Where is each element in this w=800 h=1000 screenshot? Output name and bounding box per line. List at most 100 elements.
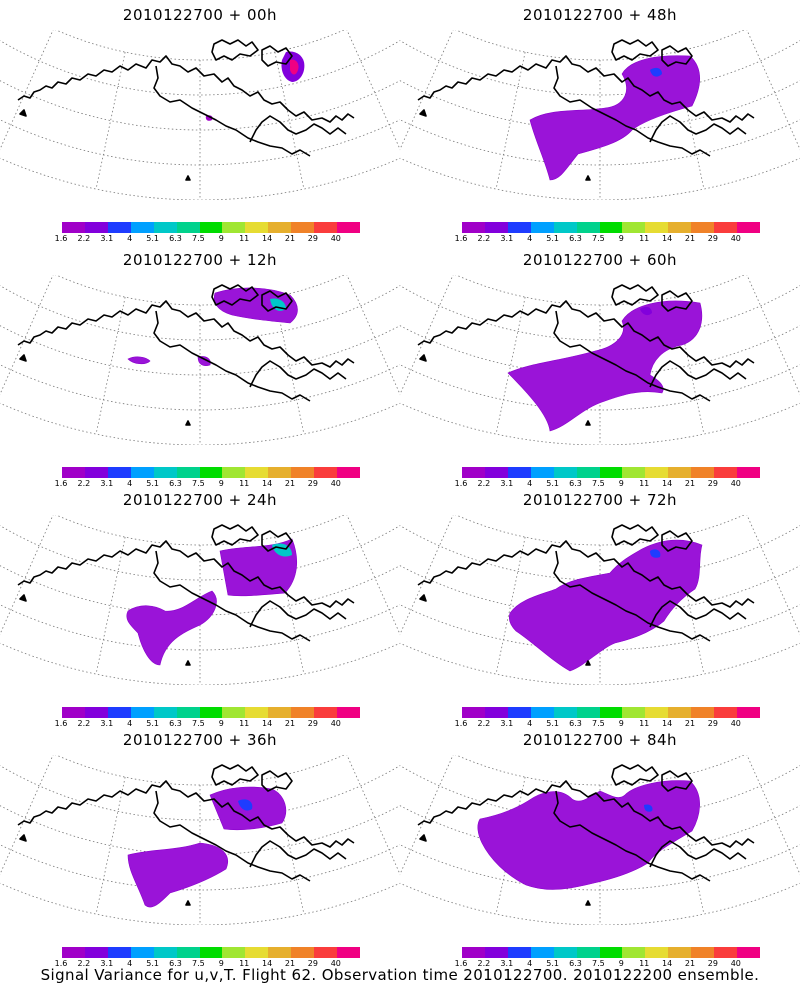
meridian-line [0, 755, 54, 876]
colorbar-label: 11 [239, 234, 250, 243]
colorbar-segment [714, 467, 738, 478]
colorbar-segment [268, 707, 292, 718]
coastline [417, 524, 755, 666]
colorbar-label: 29 [707, 234, 718, 243]
colorbar-segment [484, 707, 508, 718]
colorbar-label: 1.6 [454, 719, 468, 728]
colorbar-segment [222, 467, 246, 478]
colorbar-segment [691, 707, 715, 718]
meridian-line [400, 755, 454, 876]
colorbar-labels: 1.6 2.2 3.1 4 5.1 6.3 7.5 9 11 14 21 29 40 [455, 479, 767, 489]
island [185, 660, 191, 666]
panel-title: 2010122700 + 60h [522, 251, 678, 269]
colorbar-label: 5.1 [546, 959, 559, 968]
colorbar-segment [337, 947, 360, 958]
map [0, 515, 400, 685]
meridian-line [495, 777, 526, 915]
colorbar-segment [737, 947, 760, 958]
map [400, 275, 800, 445]
coastline [17, 524, 355, 666]
colorbar-segment [484, 467, 508, 478]
meridian-line [495, 297, 526, 435]
colorbar-label: 9 [218, 719, 224, 728]
panel-title: 2010122700 + 12h [122, 251, 278, 269]
latitude-line [455, 30, 745, 61]
colorbar-label: 7.5 [192, 479, 205, 488]
panel-84h: 2010122700 + 84h 1.6 2.2 3.1 4 5.1 6.3 7.5 9 11 1… [400, 725, 800, 970]
colorbar-segment [291, 947, 315, 958]
coastline-path [661, 45, 693, 67]
colorbar-segment [576, 467, 600, 478]
colorbar-label: 1.6 [54, 719, 68, 728]
colorbar-label: 5.1 [546, 719, 559, 728]
colorbar-label: 2.2 [77, 719, 91, 728]
panel-title: 2010122700 + 36h [122, 731, 278, 749]
coastline-path [17, 300, 355, 368]
map [0, 275, 400, 445]
panel-title: 2010122700 + 72h [522, 491, 678, 509]
colorbar-label: 29 [307, 959, 318, 968]
colorbar-label: 21 [684, 234, 696, 243]
coastline-path [17, 780, 355, 848]
colorbar-segment [222, 947, 246, 958]
graticule [0, 755, 400, 925]
colorbar-label: 14 [662, 959, 673, 968]
island [19, 109, 27, 117]
coastline-path [649, 115, 747, 143]
colorbar-segment [462, 947, 485, 958]
island [585, 175, 591, 181]
variance-region [127, 842, 228, 908]
panel-00h: 2010122700 + 00h 1.6 2.2 3.1 4 5.1 6.3 7.5 9 11 1… [0, 0, 400, 245]
colorbar-segment [199, 707, 223, 718]
colorbar-label: 1.6 [454, 479, 468, 488]
colorbar-segment [645, 707, 669, 718]
colorbar-segment [84, 707, 108, 718]
colorbar-label: 4 [527, 234, 533, 243]
colorbar-segment [199, 947, 223, 958]
colorbar [462, 707, 760, 718]
coastline-path [649, 840, 747, 868]
colorbar [462, 467, 760, 478]
colorbar-label: 40 [730, 719, 741, 728]
colorbar-label: 3.1 [500, 959, 514, 968]
colorbar-segment [245, 467, 269, 478]
meridian-line [674, 537, 705, 675]
coastline [17, 764, 355, 906]
colorbar-label: 40 [330, 479, 341, 488]
colorbar-segment [622, 947, 646, 958]
colorbar-segment [199, 467, 223, 478]
panel-60h: 2010122700 + 60h 1.6 2.2 3.1 4 5.1 6.3 7.5 9 11 1… [400, 245, 800, 490]
coastline-path [211, 284, 259, 306]
latitude-line [55, 275, 345, 306]
latitude-line [0, 80, 400, 131]
colorbar-segment [130, 707, 154, 718]
meridian-line [0, 515, 54, 636]
colorbar [62, 947, 360, 958]
colorbar-label: 4 [127, 234, 133, 243]
colorbar-segment [107, 707, 131, 718]
colorbar-label: 1.6 [54, 959, 68, 968]
colorbar-labels: 1.6 2.2 3.1 4 5.1 6.3 7.5 9 11 14 21 29 40 [455, 234, 767, 244]
colorbar-segment [291, 707, 315, 718]
coastline-path [249, 115, 347, 143]
panel-title: 2010122700 + 84h [522, 731, 678, 749]
colorbar-label: 6.3 [569, 479, 582, 488]
coastline-path [261, 290, 293, 312]
colorbar-label: 6.3 [169, 234, 182, 243]
coastline-path [611, 284, 659, 306]
colorbar [462, 222, 760, 233]
colorbar-label: 2.2 [77, 479, 91, 488]
meridian-line [274, 777, 305, 915]
colorbar-label: 9 [218, 479, 224, 488]
colorbar-segment [291, 467, 315, 478]
island [585, 660, 591, 666]
variance-region [477, 780, 700, 890]
colorbar-label: 3.1 [500, 234, 514, 243]
graticule [0, 30, 400, 200]
variance-region [126, 590, 217, 666]
meridian-line [674, 777, 705, 915]
colorbar-segment [737, 707, 760, 718]
colorbar-label: 6.3 [169, 959, 182, 968]
meridian-line [674, 297, 705, 435]
colorbar-segment [222, 222, 246, 233]
